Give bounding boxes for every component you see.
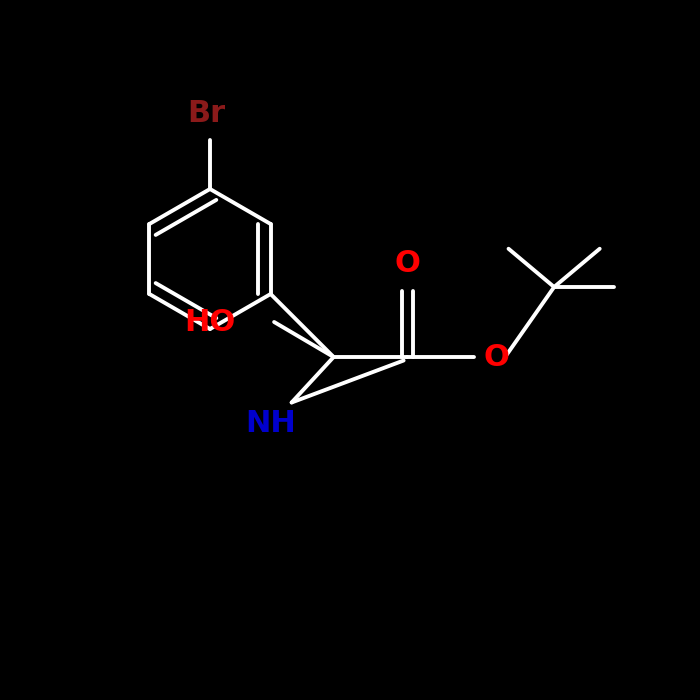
Text: NH: NH — [245, 409, 296, 438]
Text: O: O — [483, 342, 509, 372]
Text: O: O — [394, 249, 420, 279]
Text: Br: Br — [188, 99, 225, 128]
Text: HO: HO — [184, 307, 236, 337]
